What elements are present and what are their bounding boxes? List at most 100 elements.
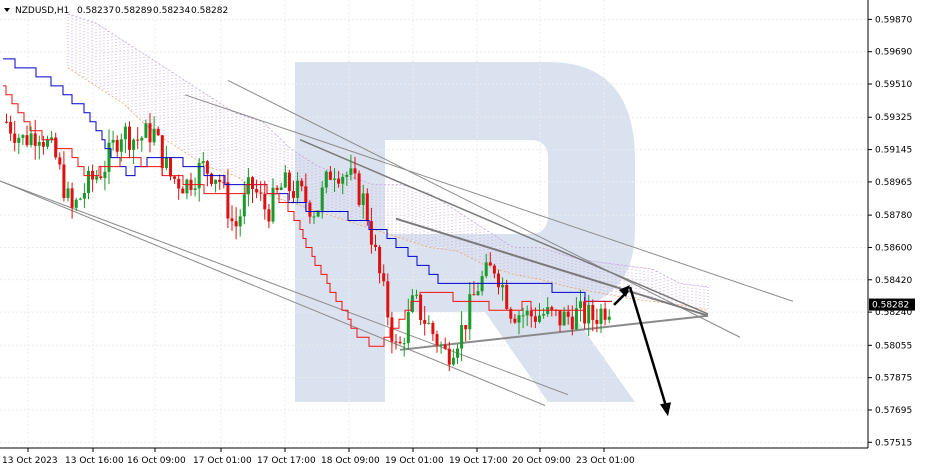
trend-line — [0, 180, 546, 406]
y-tick-label: 0.57875 — [875, 374, 912, 384]
candle-bull — [587, 304, 591, 324]
candle-bear — [234, 221, 238, 227]
candle-bear — [353, 168, 357, 174]
candle-bear — [595, 319, 599, 324]
x-tick-label: 13 Oct 2023 — [2, 456, 58, 466]
candle-bear — [33, 133, 37, 146]
candle-bull — [242, 194, 246, 217]
trend-line — [395, 217, 709, 317]
candle-bear — [378, 246, 382, 274]
candle-bull — [214, 179, 218, 184]
y-tick-label: 0.58240 — [875, 308, 912, 318]
candle-bear — [398, 341, 402, 344]
candle-bear — [505, 284, 509, 309]
candle-bull — [538, 315, 541, 322]
candle-bear — [558, 310, 562, 326]
candle-bull — [476, 291, 480, 296]
trend-lines — [0, 79, 794, 406]
close-value: 0.58282 — [191, 6, 228, 16]
candle-bull — [111, 139, 115, 143]
candle-bear — [369, 221, 373, 245]
y-tick-label: 0.57515 — [875, 438, 912, 448]
open-value: 0.58237 — [77, 6, 114, 16]
candle-bear — [386, 281, 390, 318]
candles — [5, 113, 611, 372]
candle-bull — [456, 348, 459, 358]
symbol-label: NZDUSD,H1 — [15, 6, 69, 16]
candle-bull — [279, 187, 283, 190]
dropdown-triangle-icon[interactable] — [4, 8, 10, 12]
tenkan-sen-line — [3, 85, 612, 347]
candle-bull — [201, 161, 205, 163]
candle-bear — [472, 294, 476, 296]
candle-bear — [308, 202, 312, 217]
x-tick-label: 18 Oct 09:00 — [321, 456, 380, 466]
candle-bull — [345, 174, 349, 177]
candle-bull — [341, 176, 345, 184]
x-tick-label: 17 Oct 01:00 — [193, 456, 252, 466]
candle-bull — [66, 188, 70, 198]
candle-bear — [259, 192, 263, 194]
y-tick-label: 0.59145 — [875, 146, 912, 156]
candle-bull — [427, 322, 431, 324]
candle-bear — [263, 193, 267, 210]
candle-bull — [37, 141, 41, 146]
candle-bear — [169, 157, 172, 177]
candle-bull — [29, 133, 33, 145]
candle-bear — [25, 135, 29, 145]
candle-bear — [328, 171, 332, 180]
candle-bear — [148, 123, 152, 143]
candle-bear — [41, 141, 45, 147]
candle-bear — [62, 164, 66, 198]
candle-bull — [460, 325, 464, 349]
candle-bull — [607, 316, 611, 320]
candle-bear — [513, 318, 517, 323]
candle-bull — [103, 171, 107, 178]
candle-bear — [435, 334, 439, 346]
candle-bull — [17, 137, 21, 143]
candle-bear — [9, 122, 13, 134]
current-price-label: 0.58282 — [872, 301, 909, 311]
y-tick-label: 0.58780 — [875, 211, 912, 221]
candle-bull — [415, 294, 418, 296]
candle-bull — [152, 128, 156, 143]
candle-bull — [562, 311, 566, 326]
y-tick-label: 0.58965 — [875, 178, 912, 188]
x-tick-label: 19 Oct 17:00 — [449, 456, 508, 466]
candle-bear — [497, 273, 500, 288]
candle-bull — [406, 311, 410, 344]
y-tick-label: 0.59510 — [875, 80, 912, 90]
candle-bull — [50, 137, 54, 140]
current-price-tag: 0.58282 — [869, 298, 915, 311]
candle-bull — [320, 187, 324, 211]
low-value: 0.58234 — [153, 6, 190, 16]
candle-bear — [533, 316, 537, 322]
candle-bear — [603, 308, 607, 320]
x-tick-label: 20 Oct 09:00 — [512, 456, 571, 466]
candle-bull — [271, 187, 275, 222]
candle-bull — [238, 216, 242, 227]
candle-bear — [5, 121, 8, 123]
candle-bear — [488, 262, 492, 266]
candle-bear — [431, 322, 435, 335]
candle-bear — [115, 139, 119, 152]
candle-bull — [324, 171, 328, 188]
candle-bull — [21, 135, 25, 138]
candle-bear — [374, 244, 377, 247]
candle-bull — [246, 177, 250, 195]
candle-bear — [300, 180, 304, 187]
x-tick-label: 13 Oct 16:00 — [65, 456, 124, 466]
candle-bull — [193, 188, 197, 190]
candle-bear — [365, 193, 369, 222]
candle-bull — [140, 137, 144, 141]
forecast-arrows — [613, 284, 671, 417]
candle-bull — [525, 310, 529, 316]
candle-bear — [591, 304, 595, 320]
candle-bear — [583, 301, 587, 324]
candle-bear — [181, 188, 185, 194]
candle-bull — [95, 176, 99, 180]
y-tick-label: 0.59690 — [875, 48, 912, 58]
candle-bear — [464, 325, 468, 330]
candle-bear — [275, 187, 279, 190]
